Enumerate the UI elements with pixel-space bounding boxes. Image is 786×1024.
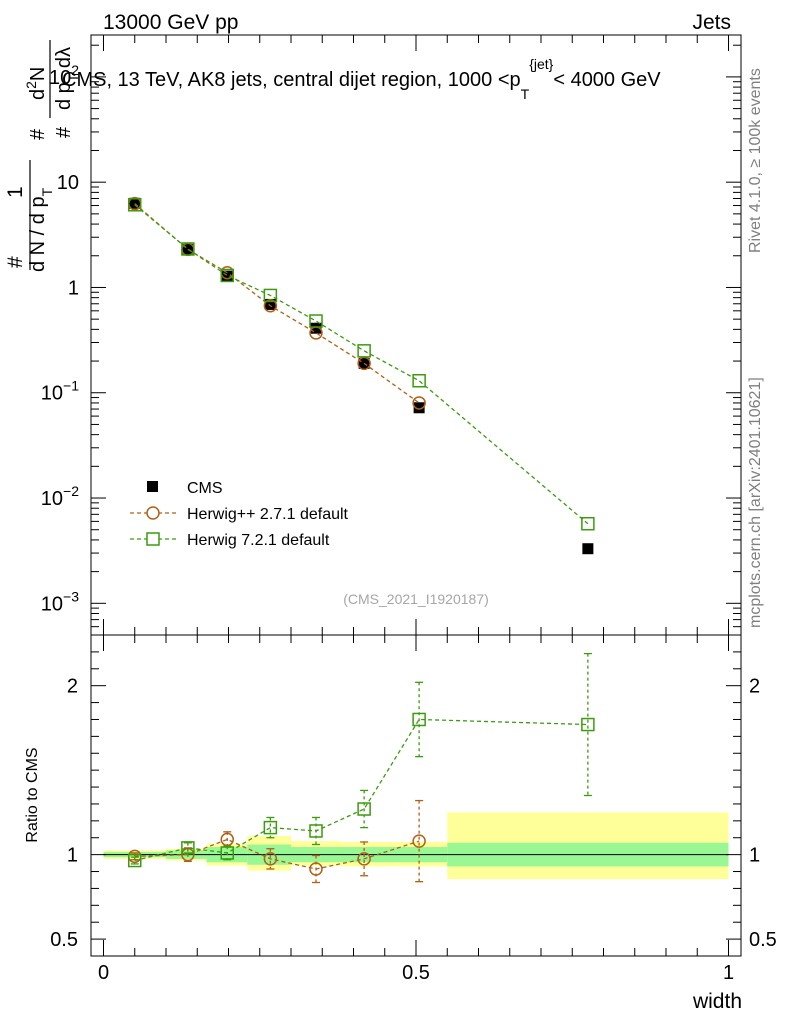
- main-y-axis-label: # 1 d N / d pT # d2N # d pT dλ: [4, 40, 81, 272]
- x-tick-label: 0.5: [402, 962, 430, 984]
- svg-text:d N / d pT: d N / d pT: [27, 187, 55, 272]
- svg-text:d2N: d2N: [23, 67, 49, 100]
- svg-text:d pT dλ: d pT dλ: [53, 47, 81, 110]
- series-square: [128, 198, 595, 531]
- data-point: [129, 197, 141, 209]
- ratio-frame: [90, 634, 742, 957]
- category-label: Jets: [692, 11, 731, 34]
- data-point: [413, 402, 425, 414]
- series-data: [129, 197, 594, 555]
- x-tick-label: 0: [98, 962, 109, 984]
- ratio-point: [357, 852, 371, 866]
- y-tick-label: 10−2: [41, 483, 79, 510]
- mcplots-label: mcplots.cern.ch [arXiv:2401.10621]: [747, 377, 764, 628]
- data-point: [310, 322, 322, 334]
- data-point: [264, 298, 276, 310]
- ratio-point: [263, 820, 278, 835]
- y-tick-label: 10: [57, 172, 79, 194]
- mc-point: [263, 288, 278, 303]
- legend-herwigpp-marker: [146, 506, 160, 520]
- ratio-axes: 0.5 0.5 1 1 2 2 0 0.5 1: [50, 635, 777, 984]
- collision-label: 13000 GeV pp: [103, 11, 238, 34]
- ratio-point: [309, 824, 323, 838]
- y-tick-label: 10−1: [41, 378, 79, 405]
- mc-point: [263, 299, 278, 313]
- ratio-point: [263, 852, 278, 866]
- x-tick-label: 1: [723, 962, 734, 984]
- x-axis-label: width: [692, 990, 742, 1013]
- ratio-y-tick-label-right: 0.5: [749, 929, 777, 951]
- ratio-y-tick-label-right: 2: [749, 676, 760, 698]
- ratio-point: [181, 847, 195, 862]
- mc-point: [128, 198, 142, 212]
- mc-point: [412, 373, 426, 388]
- mc-point: [357, 344, 371, 358]
- ratio-series-line: [134, 718, 588, 862]
- series-circle: [128, 196, 426, 410]
- legend-herwig7-marker: [146, 532, 160, 546]
- main-series-group: [128, 196, 595, 555]
- ratio-point: [220, 846, 234, 860]
- mc-point: [220, 268, 234, 283]
- ratio-point: [581, 717, 595, 732]
- ratio-series-square: [128, 652, 595, 868]
- data-point: [221, 270, 233, 282]
- ratio-y-tick-label: 2: [67, 676, 78, 698]
- y-tick-label: 102: [49, 62, 79, 89]
- ratio-series-circle: [128, 799, 426, 884]
- ratio-series-group: [128, 652, 595, 884]
- mc-point: [309, 314, 323, 328]
- legend-cms-marker: [147, 481, 158, 492]
- mc-point: [412, 396, 426, 410]
- y-tick-label: 10−3: [41, 588, 79, 615]
- mc-point: [181, 242, 195, 256]
- y-tick-label: 1: [68, 277, 79, 299]
- ratio-point: [357, 802, 371, 816]
- analysis-id: (CMS_2021_I1920187): [343, 591, 489, 607]
- plot-title: CMS, 13 TeV, AK8 jets, central dijet reg…: [62, 56, 661, 102]
- ratio-series-line: [134, 838, 420, 870]
- legend-herwigpp-label: Herwig++ 2.7.1 default: [187, 506, 349, 523]
- mc-point: [581, 516, 595, 531]
- svg-text:#: #: [53, 126, 75, 138]
- main-y-axis: 10−3 10−2 10−1 1 10 102: [41, 35, 741, 636]
- svg-text:1: 1: [4, 186, 27, 198]
- legend-cms-label: CMS: [187, 480, 223, 497]
- svg-text:#: #: [4, 256, 27, 268]
- ratio-y-tick-label-right: 1: [749, 845, 760, 867]
- series-line: [134, 203, 420, 404]
- ratio-point: [220, 832, 234, 847]
- rivet-label: Rivet 4.1.0, ≥ 100k events: [747, 68, 764, 253]
- legend-herwig7-label: Herwig 7.2.1 default: [187, 532, 330, 549]
- svg-text:#: #: [27, 128, 49, 140]
- ratio-point: [309, 862, 323, 876]
- ratio-point: [181, 841, 195, 855]
- ratio-point: [128, 853, 142, 868]
- ratio-y-tick-label: 1: [67, 845, 78, 867]
- ratio-y-axis-label: Ratio to CMS: [24, 747, 41, 842]
- ratio-point: [412, 712, 426, 727]
- ratio-y-tick-label: 0.5: [50, 929, 78, 951]
- data-point: [582, 543, 594, 555]
- ratio-point: [412, 834, 426, 848]
- legend: CMS Herwig++ 2.7.1 default Herwig 7.2.1 …: [130, 480, 349, 549]
